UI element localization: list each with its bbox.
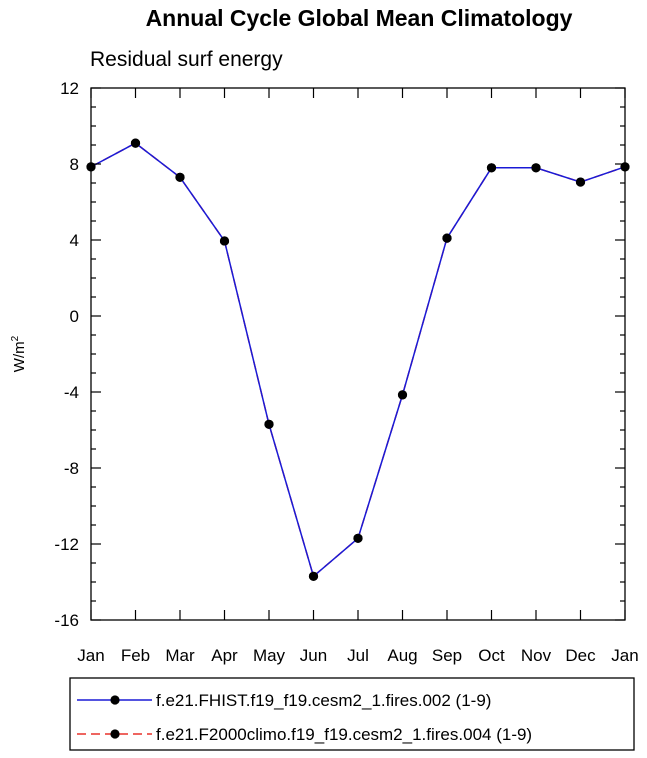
y-tick-label: 0 — [70, 307, 79, 326]
y-tick-label: 4 — [70, 231, 79, 250]
y-tick-label: 12 — [60, 79, 79, 98]
x-tick-label-oct: Oct — [478, 646, 505, 665]
series-1-point-aug-7 — [397, 390, 408, 400]
y-axis-label-unit: W/m — [11, 341, 28, 372]
y-axis-label-superscript: 2 — [10, 335, 21, 341]
legend-marker-2 — [110, 729, 120, 739]
chart-subtitle: Residual surf energy — [90, 48, 283, 71]
series-1-point-nov-10 — [531, 163, 541, 173]
x-tick-label-jun: Jun — [300, 646, 327, 665]
series-line-2 — [90, 142, 626, 578]
series-1-point-may-4 — [264, 419, 274, 429]
x-tick-label-mar: Mar — [165, 646, 195, 665]
series-1-point-oct-9 — [486, 163, 497, 173]
y-tick-label: -8 — [64, 459, 79, 478]
series-1-point-sep-8 — [442, 233, 452, 243]
series-line-1 — [90, 142, 626, 578]
legend-label-1: f.e21.FHIST.f19_f19.cesm2_1.fires.002 (1… — [156, 691, 491, 710]
series-1-point-mar-2 — [175, 172, 185, 182]
x-tick-label-aug: Aug — [387, 646, 417, 665]
x-tick-label-sep: Sep — [432, 646, 462, 665]
series-layer — [86, 138, 630, 581]
y-tick-label: -16 — [54, 611, 79, 630]
legend-label-2: f.e21.F2000climo.f19_f19.cesm2_1.fires.0… — [156, 725, 532, 744]
x-tick-label-jan: Jan — [611, 646, 638, 665]
y-axis-label: W/m2 — [10, 335, 28, 372]
x-tick-label-feb: Feb — [121, 646, 150, 665]
chart-title: Annual Cycle Global Mean Climatology — [146, 5, 573, 31]
x-tick-label-may: May — [253, 646, 286, 665]
series-1-point-apr-3 — [219, 236, 230, 246]
axes-layer: 12 8 4 0 -4 -8 -12 -16 Jan Feb Mar Apr May Jun Jul Aug S… — [54, 79, 638, 665]
x-tick-label-nov: Nov — [521, 646, 552, 665]
series-1-point-jun-5 — [308, 571, 319, 581]
series-1-point-jul-6 — [353, 533, 363, 543]
legend: f.e21.FHIST.f19_f19.cesm2_1.fires.002 (1… — [77, 691, 532, 744]
x-tick-label-jul: Jul — [347, 646, 369, 665]
series-1-point-dec-11 — [575, 177, 586, 187]
x-tick-label-dec: Dec — [565, 646, 596, 665]
x-tick-label-apr: Apr — [211, 646, 238, 665]
legend-marker-1 — [110, 695, 120, 705]
y-tick-label: 8 — [70, 155, 79, 174]
x-tick-label-jan: Jan — [77, 646, 104, 665]
y-tick-label: -12 — [54, 535, 79, 554]
legend-box — [69, 677, 635, 751]
series-1-point-feb-1 — [130, 138, 141, 148]
y-tick-label: -4 — [64, 383, 79, 402]
